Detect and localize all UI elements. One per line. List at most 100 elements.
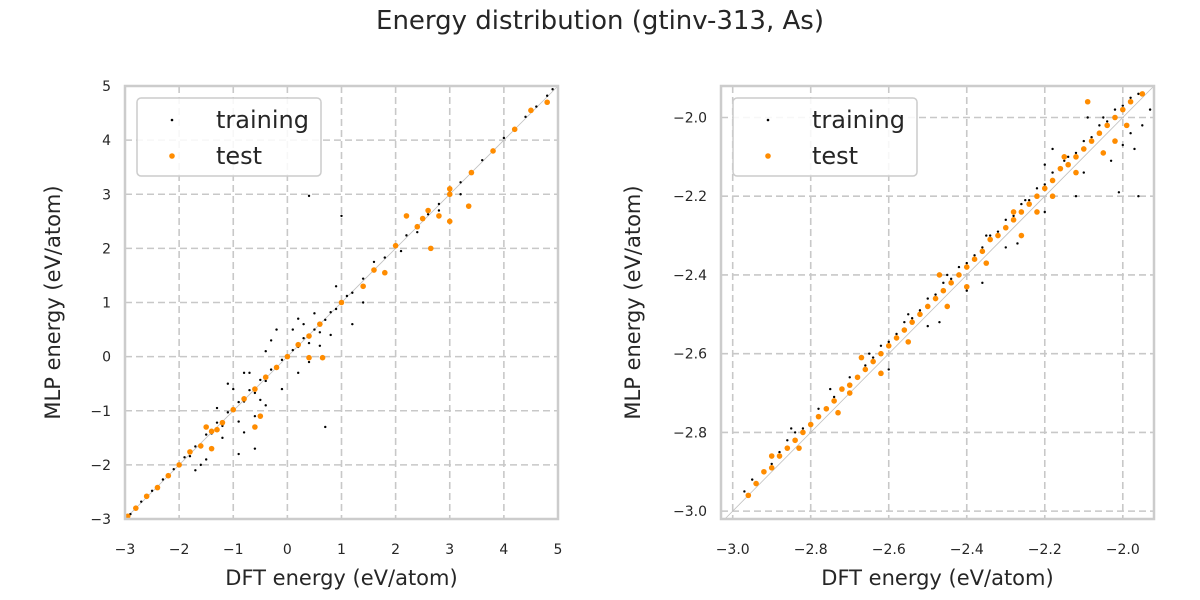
- training-point: [790, 427, 793, 430]
- test-point: [230, 406, 237, 413]
- test-point: [1073, 154, 1079, 160]
- test-point: [1018, 232, 1025, 239]
- training-point: [934, 293, 937, 296]
- training-point: [1020, 202, 1023, 206]
- training-point: [864, 364, 867, 367]
- training-point: [253, 391, 257, 395]
- test-point: [1084, 98, 1091, 105]
- test-point: [846, 382, 853, 388]
- test-point: [776, 453, 783, 459]
- test-point: [208, 428, 215, 435]
- y-tick-label: −2.4: [673, 268, 707, 284]
- test-point: [800, 429, 806, 436]
- training-point: [280, 387, 284, 391]
- training-point: [351, 291, 354, 294]
- training-point: [848, 376, 851, 379]
- training-point: [280, 358, 284, 362]
- training-point: [887, 368, 890, 371]
- training-point: [259, 398, 262, 402]
- chart-panel-2: −3.0 −2.8 −2.6 −2.4 −2.2 −2.0 −3.0 −2.8 −2.6 −2.4…: [621, 84, 1156, 590]
- training-point: [903, 320, 906, 324]
- x-tick-label: −2.2: [1028, 542, 1062, 558]
- test-point: [854, 374, 861, 381]
- test-point: [436, 213, 442, 219]
- test-point: [944, 303, 951, 310]
- training-point: [832, 395, 836, 399]
- test-point: [940, 287, 947, 294]
- test-point: [425, 207, 431, 214]
- x-tick-label: 1: [337, 542, 346, 558]
- training-point: [926, 324, 929, 328]
- training-point: [269, 368, 273, 371]
- figure-title: Energy distribution (gtinv-313, As): [376, 6, 824, 36]
- test-point: [124, 513, 131, 520]
- training-point: [817, 407, 820, 410]
- training-point: [907, 313, 910, 316]
- training-point: [253, 414, 257, 418]
- training-point: [221, 436, 224, 440]
- test-point: [862, 366, 869, 373]
- training-point: [1129, 96, 1132, 100]
- test-point: [1080, 146, 1087, 152]
- training-point: [1133, 147, 1136, 151]
- series-test: [745, 91, 1146, 499]
- test-point: [1018, 209, 1025, 215]
- x-axis-label: DFT energy (eV/atom): [225, 566, 457, 590]
- training-point: [895, 332, 898, 336]
- test-point: [143, 493, 150, 500]
- y-tick-label: −3.0: [673, 504, 707, 520]
- test-point: [446, 218, 453, 225]
- training-point: [204, 458, 208, 461]
- training-point: [313, 328, 316, 331]
- test-point: [1002, 224, 1009, 231]
- y-tick-label: 3: [102, 187, 111, 203]
- training-point: [1035, 187, 1039, 190]
- test-point: [306, 333, 312, 339]
- training-point: [242, 371, 246, 375]
- test-point: [1034, 209, 1040, 215]
- test-point: [1049, 177, 1056, 184]
- training-point: [801, 427, 805, 430]
- training-point: [297, 317, 300, 320]
- test-point: [753, 480, 759, 487]
- test-point: [490, 148, 496, 154]
- training-point: [242, 431, 246, 434]
- test-point: [905, 339, 912, 345]
- training-point: [405, 234, 408, 237]
- training-point: [829, 387, 832, 391]
- test-point: [187, 449, 193, 455]
- x-tick-label: −2: [169, 542, 190, 558]
- training-point: [215, 421, 219, 424]
- test-point: [983, 260, 990, 266]
- test-point: [768, 453, 775, 459]
- training-point: [459, 193, 462, 196]
- training-point: [345, 294, 349, 298]
- training-point: [324, 425, 327, 429]
- training-point: [264, 350, 267, 353]
- training-point: [264, 404, 267, 407]
- training-point: [1117, 191, 1121, 194]
- test-point: [468, 169, 475, 176]
- training-point: [946, 273, 949, 277]
- training-point: [1074, 151, 1078, 155]
- training-point: [1043, 210, 1046, 214]
- x-tick-label: 3: [445, 542, 454, 558]
- test-point: [446, 191, 453, 198]
- training-point: [1043, 163, 1046, 166]
- legend-label-test: test: [812, 142, 858, 170]
- plot-frame: [123, 84, 560, 521]
- training-point: [194, 469, 197, 472]
- test-point: [995, 232, 1001, 239]
- training-point: [1004, 218, 1007, 222]
- test-point: [1061, 154, 1068, 160]
- training-point: [318, 344, 322, 347]
- legend-label-test: test: [216, 142, 262, 170]
- training-point: [1066, 155, 1070, 159]
- test-point: [203, 424, 209, 430]
- test-point: [392, 242, 399, 249]
- y-tick-label: 2: [102, 241, 111, 257]
- test-point: [360, 283, 366, 290]
- x-tick-label: −1: [223, 542, 244, 558]
- y-tick-label: −3: [90, 512, 111, 528]
